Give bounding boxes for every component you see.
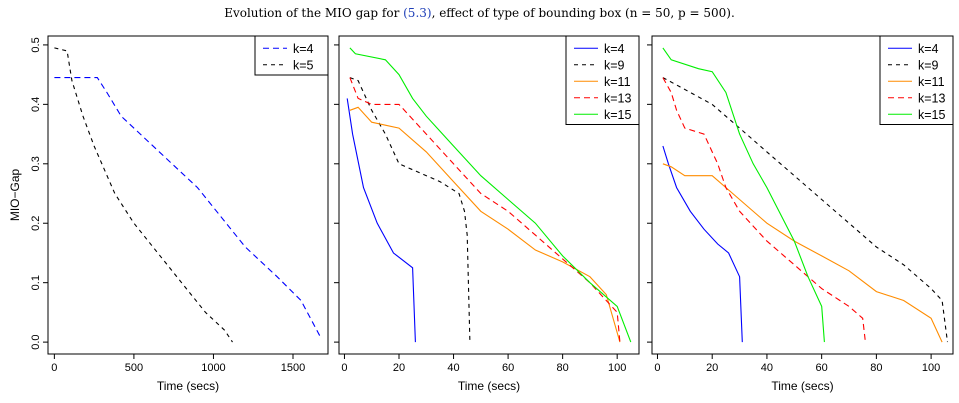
series-line-k-4 — [346, 98, 416, 343]
plot-frame — [651, 35, 954, 355]
legend-label: k=11 — [918, 75, 945, 89]
y-tick-label: 0.2 — [30, 216, 42, 231]
series-line-k-13 — [662, 77, 866, 343]
chart-panel-1: 0 500 1000 1500 0.0 0.1 0.2 0.3 0.4 0.5 Time (secs… — [8, 35, 329, 393]
series-line-k-4 — [54, 77, 321, 337]
x-tick-label: 20 — [706, 362, 718, 374]
x-tick-label: 0 — [51, 362, 57, 374]
y-tick-label: 0.3 — [30, 156, 42, 171]
x-tick-label: 0 — [654, 362, 660, 374]
x-tick-label: 20 — [393, 362, 405, 374]
legend-box — [879, 35, 954, 125]
caption-suffix: , effect of type of bounding box (n = 50… — [431, 6, 735, 20]
legend-box — [565, 35, 640, 125]
y-tick-label: 0.0 — [30, 334, 42, 349]
series-line-k-9 — [349, 77, 471, 343]
x-tick-label: 100 — [922, 362, 940, 374]
series-line-k-15 — [349, 47, 632, 343]
x-tick-label: 60 — [816, 362, 828, 374]
caption-equation-ref[interactable]: (5.3) — [403, 6, 432, 20]
x-tick-label: 80 — [557, 362, 569, 374]
series-line-k-11 — [349, 106, 621, 343]
x-tick-label: 100 — [608, 362, 626, 374]
series-line-k-9 — [662, 77, 949, 343]
x-tick-label: 0 — [341, 362, 347, 374]
figure-title: Evolution of the MIO gap for (5.3), effe… — [0, 6, 959, 20]
chart-panel-2: 0 20 40 60 80 100 Time (secs) k=4 k=9 k=11 k=13 k=1… — [334, 35, 640, 393]
y-tick-label: 0.4 — [30, 97, 42, 112]
legend: k=4 k=9 k=11 k=13 k=15 — [879, 35, 954, 125]
x-tick-label: 80 — [870, 362, 882, 374]
legend-label: k=9 — [604, 58, 625, 72]
legend-label: k=11 — [604, 75, 631, 89]
x-tick-label: 40 — [447, 362, 459, 374]
x-axis-label: Time (secs) — [771, 379, 833, 393]
series-line-k-4 — [662, 145, 743, 343]
x-tick-label: 1500 — [281, 362, 305, 374]
legend-label: k=15 — [918, 108, 946, 122]
legend-label: k=13 — [918, 91, 946, 105]
y-tick-label: 0.1 — [30, 275, 42, 290]
x-tick-label: 60 — [502, 362, 514, 374]
plot-frame — [338, 35, 640, 355]
plot-frame — [47, 35, 329, 355]
legend-box — [254, 35, 329, 76]
legend: k=4 k=9 k=11 k=13 k=15 — [565, 35, 640, 125]
x-tick-label: 1000 — [201, 362, 225, 374]
legend-label: k=4 — [293, 42, 314, 56]
legend: k=4k=5 — [254, 35, 329, 76]
legend-label: k=4 — [918, 42, 939, 56]
x-tick-label: 500 — [125, 362, 143, 374]
x-axis-label: Time (secs) — [157, 379, 219, 393]
y-tick-label: 0.5 — [30, 37, 42, 52]
legend-label: k=4 — [604, 42, 625, 56]
legend-label: k=15 — [604, 108, 632, 122]
caption-prefix: Evolution of the MIO gap for — [224, 6, 404, 20]
series-line-k-15 — [662, 47, 825, 343]
chart-panel-3: 0 20 40 60 80 100 Time (secs) k=4 k=9 k=11 k=13 k=1… — [647, 35, 954, 393]
legend-label: k=13 — [604, 91, 632, 105]
legend-label: k=9 — [918, 58, 939, 72]
y-axis-label: MIO−Gap — [8, 169, 22, 222]
x-tick-label: 40 — [761, 362, 773, 374]
x-axis-label: Time (secs) — [458, 379, 520, 393]
series-line-k-5 — [54, 47, 233, 343]
series-line-k-11 — [662, 163, 943, 343]
legend-label: k=5 — [293, 58, 314, 72]
